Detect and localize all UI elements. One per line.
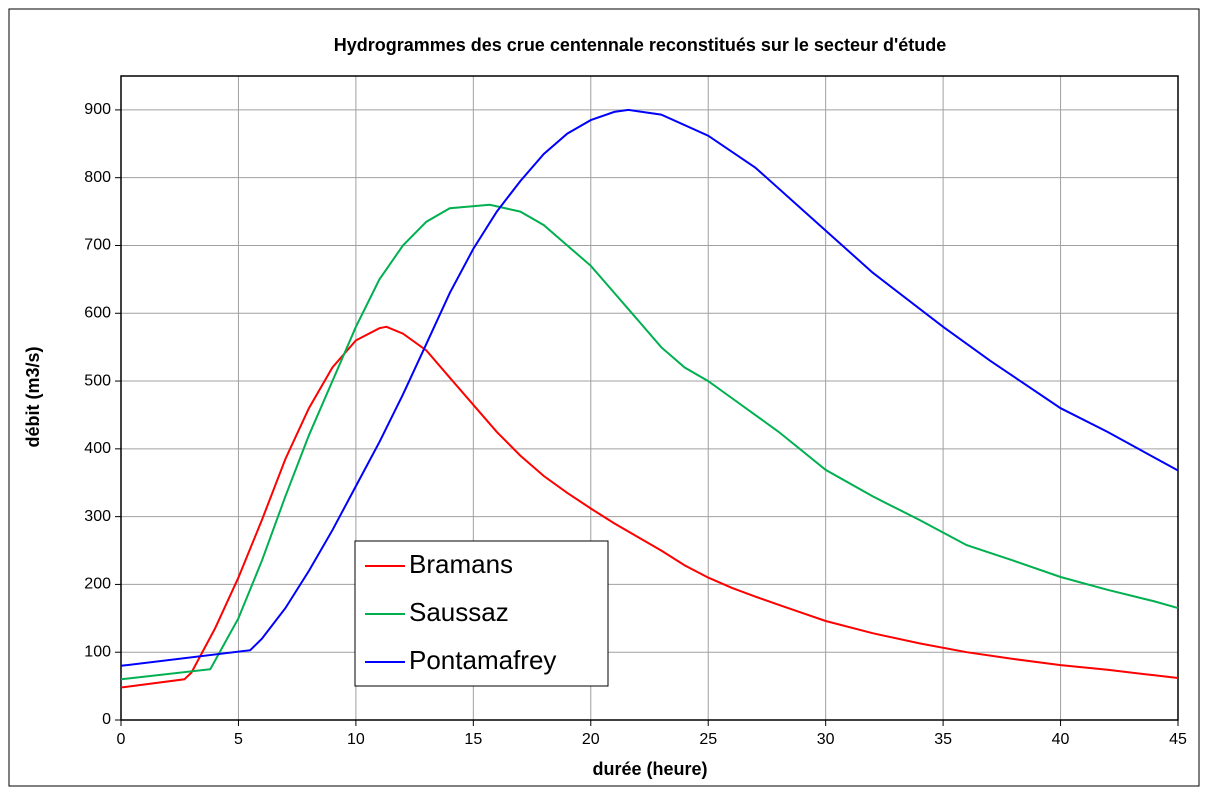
legend-label: Bramans [409,549,513,579]
x-tick-label: 45 [1169,731,1187,748]
x-tick-label: 25 [699,731,717,748]
y-tick-label: 600 [84,304,111,321]
y-tick-label: 700 [84,237,111,254]
y-axis-label: débit (m3/s) [23,346,43,447]
x-tick-label: 5 [234,731,243,748]
x-tick-label: 15 [464,731,482,748]
plot-area [121,76,1178,720]
legend-label: Pontamafrey [409,645,556,675]
y-tick-label: 0 [102,711,111,728]
x-tick-label: 20 [582,731,600,748]
x-tick-label: 30 [817,731,835,748]
y-tick-label: 900 [84,101,111,118]
series-line [120,325,1179,689]
series-line [120,108,1179,667]
x-tick-label: 40 [1052,731,1070,748]
series-line [120,203,1179,681]
x-tick-label: 35 [934,731,952,748]
y-tick-label: 100 [84,643,111,660]
y-tick-label: 500 [84,372,111,389]
plot-border [120,75,1179,721]
legend-label: Saussaz [409,597,509,627]
chart-title: Hydrogrammes des crue centennale reconst… [334,35,947,55]
x-tick-label: 10 [347,731,365,748]
y-tick-label: 400 [84,440,111,457]
y-tick-label: 300 [84,508,111,525]
x-tick-label: 0 [117,731,126,748]
y-tick-label: 800 [84,169,111,186]
y-tick-label: 200 [84,576,111,593]
x-axis-label: durée (heure) [592,759,707,779]
